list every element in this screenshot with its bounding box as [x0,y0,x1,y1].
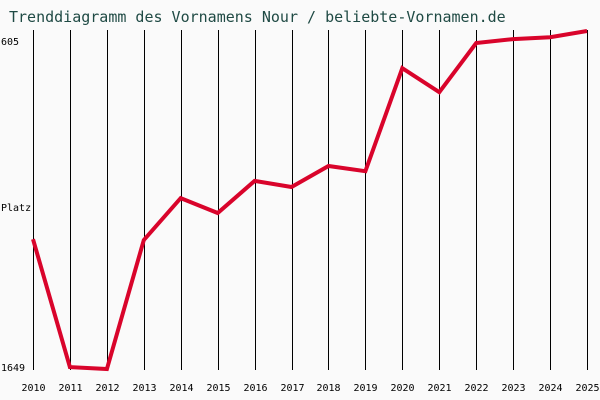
x-tick-2017: 2017 [280,383,304,394]
x-tick-2024: 2024 [538,383,562,394]
vertical-gridlines [33,30,588,370]
x-tick-2015: 2015 [206,383,230,394]
x-tick-2022: 2022 [464,383,488,394]
x-axis-labels: 2010 2011 2012 2013 2014 2015 2016 2017 2018 2019… [21,383,599,394]
series-line-nour [31,29,588,372]
x-tick-2014: 2014 [169,383,193,394]
y-tick-bottom: 1649 [1,363,25,374]
x-tick-2011: 2011 [58,383,82,394]
chart-title: Trenddiagramm des Vornamens Nour / belie… [9,8,506,26]
x-tick-2019: 2019 [353,383,377,394]
y-tick-top: 605 [1,37,19,48]
x-tick-2021: 2021 [427,383,451,394]
x-tick-2013: 2013 [132,383,156,394]
y-axis-label: Platz [1,203,31,214]
x-tick-2025: 2025 [575,383,599,394]
x-tick-2012: 2012 [95,383,119,394]
x-tick-2023: 2023 [501,383,525,394]
x-tick-2010: 2010 [21,383,45,394]
x-tick-2020: 2020 [390,383,414,394]
x-tick-2016: 2016 [243,383,267,394]
x-tick-2018: 2018 [316,383,340,394]
